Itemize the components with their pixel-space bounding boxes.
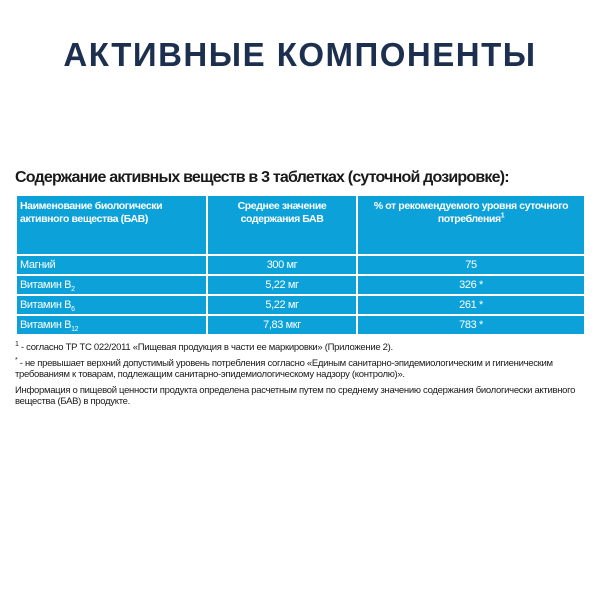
table-caption: Содержание активных веществ в 3 таблетка… xyxy=(15,169,510,186)
footnote-mark: * xyxy=(15,356,18,364)
footnote-text: - согласно ТР ТС 022/2011 «Пищевая проду… xyxy=(18,342,393,353)
name-text: Витамин B xyxy=(20,299,72,311)
page-title: АКТИВНЫЕ КОМПОНЕНТЫ xyxy=(63,36,537,73)
subscript: 12 xyxy=(71,326,79,334)
content-block: Содержание активных веществ в 3 таблетка… xyxy=(15,168,586,412)
active-components-table: Наименование биологически активного веще… xyxy=(15,194,586,336)
substance-name: Магний xyxy=(15,254,208,276)
footnotes: 1 - согласно ТР ТС 022/2011 «Пищевая про… xyxy=(15,340,586,408)
substance-name: Витамин B12 xyxy=(15,314,208,336)
header-percent: % от рекомендуемого уровня суточного пот… xyxy=(356,194,586,256)
amount: 5,22 мг xyxy=(206,294,358,316)
amount: 5,22 мг xyxy=(206,274,358,296)
substance-name: Витамин B6 xyxy=(15,294,208,316)
percent: 261 * xyxy=(356,294,586,316)
header-percent-text: % от рекомендуемого уровня суточного пот… xyxy=(373,200,569,225)
footnote: * - не превышает верхний допустимый уров… xyxy=(15,356,586,381)
subscript: 6 xyxy=(71,306,75,314)
footnote-mark: 1 xyxy=(15,340,19,348)
amount: 300 мг xyxy=(206,254,358,276)
table-header-row: Наименование биологически активного веще… xyxy=(15,194,586,256)
percent: 75 xyxy=(356,254,586,276)
table-row: Витамин B12 7,83 мкг 783 * xyxy=(15,314,586,336)
footnote: 1 - согласно ТР ТС 022/2011 «Пищевая про… xyxy=(15,340,586,354)
subscript: 2 xyxy=(71,286,75,294)
table-row: Магний 300 мг 75 xyxy=(15,254,586,276)
header-substance: Наименование биологически активного веще… xyxy=(15,194,208,256)
name-text: Витамин B xyxy=(20,279,72,291)
table-row: Витамин B6 5,22 мг 261 * xyxy=(15,294,586,316)
percent: 326 * xyxy=(356,274,586,296)
name-text: Магний xyxy=(20,259,56,271)
footnote-text: Информация о пищевой ценности продукта о… xyxy=(15,384,576,408)
percent: 783 * xyxy=(356,314,586,336)
footnote-text: - не превышает верхний допустимый уровен… xyxy=(15,357,553,381)
substance-name: Витамин B2 xyxy=(15,274,208,296)
table-row: Витамин B2 5,22 мг 326 * xyxy=(15,274,586,296)
footnote-mark: 1 xyxy=(500,212,505,220)
header-amount: Среднее значение содержания БАВ xyxy=(206,194,358,256)
amount: 7,83 мкг xyxy=(206,314,358,336)
name-text: Витамин B xyxy=(20,319,72,331)
footnote: Информация о пищевой ценности продукта о… xyxy=(15,385,586,408)
